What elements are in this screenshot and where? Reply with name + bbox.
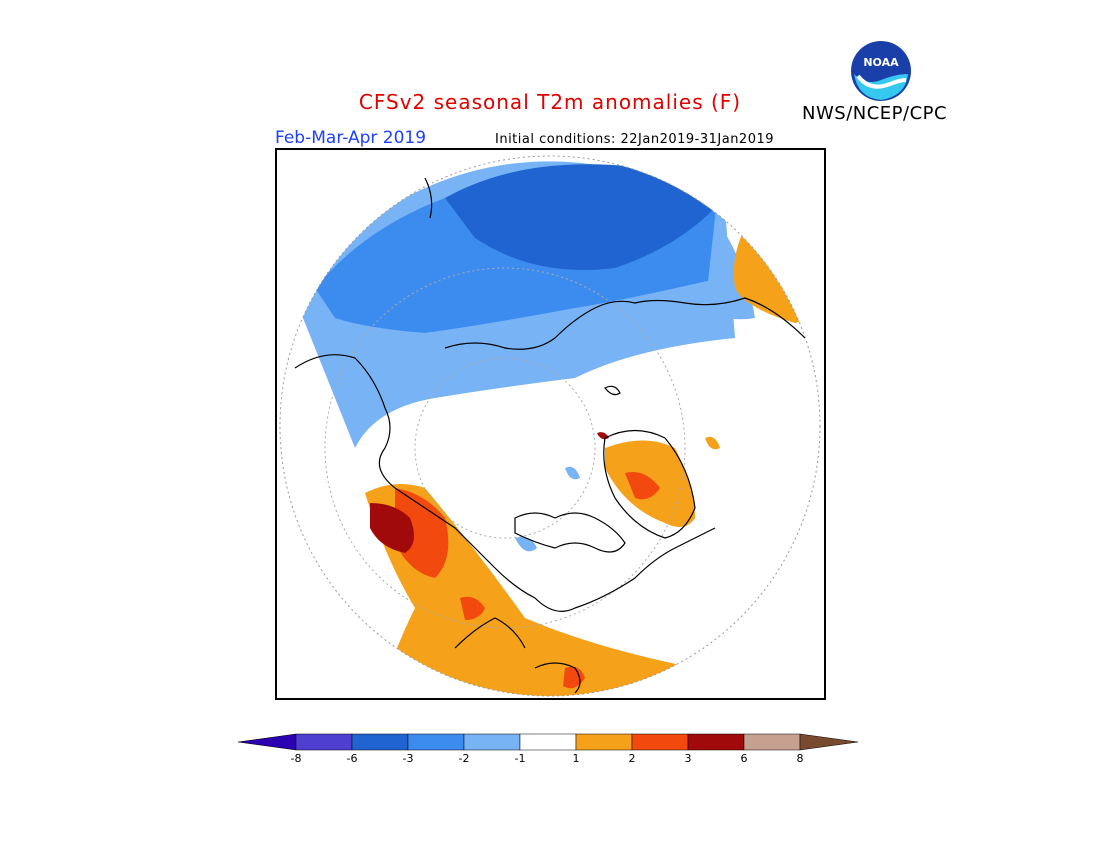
colorbar-swatch — [687, 733, 745, 751]
colorbar-swatch — [743, 733, 801, 751]
colorbar-tick-label: -6 — [346, 752, 358, 765]
colorbar-swatch — [407, 733, 465, 751]
colorbar-tick-label: 8 — [796, 752, 804, 765]
polar-map — [275, 148, 826, 700]
colorbar-arrow-low — [238, 733, 297, 751]
colorbar-tick-label: -1 — [514, 752, 526, 765]
noaa-logo-text: NOAA — [863, 56, 899, 69]
noaa-logo: NOAA — [851, 41, 911, 101]
map-title: CFSv2 seasonal T2m anomalies (F) — [358, 90, 742, 114]
colorbar-tick-label: -2 — [458, 752, 470, 765]
colorbar-arrow-high — [799, 733, 859, 751]
colorbar-tick-label: 2 — [628, 752, 636, 765]
coastlines — [294, 177, 806, 694]
colorbar-tick-label: 3 — [684, 752, 692, 765]
colorbar-swatch — [631, 733, 689, 751]
colorbar-tick-label: -3 — [402, 752, 414, 765]
season-label: Feb-Mar-Apr 2019 — [275, 128, 427, 148]
colorbar-tick-label: 6 — [740, 752, 748, 765]
anomaly-field — [295, 161, 815, 696]
colorbar-swatch — [463, 733, 521, 751]
colorbar — [238, 733, 859, 751]
initial-conditions-label: Initial conditions: 22Jan2019-31Jan2019 — [495, 132, 775, 147]
colorbar-swatch — [351, 733, 409, 751]
colorbar-tick-label: -8 — [290, 752, 302, 765]
agency-label: NWS/NCEP/CPC — [802, 103, 948, 124]
colorbar-tick-label: 1 — [572, 752, 580, 765]
colorbar-swatch — [519, 733, 577, 751]
colorbar-swatch — [575, 733, 633, 751]
colorbar-swatch — [295, 733, 353, 751]
